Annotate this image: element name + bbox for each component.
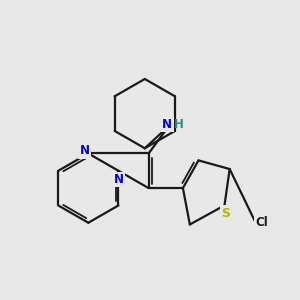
Text: Cl: Cl bbox=[256, 216, 268, 229]
Text: H: H bbox=[174, 118, 184, 130]
Text: N: N bbox=[80, 144, 90, 157]
Text: N: N bbox=[162, 118, 172, 130]
Text: S: S bbox=[221, 206, 230, 220]
Text: N: N bbox=[113, 173, 124, 186]
